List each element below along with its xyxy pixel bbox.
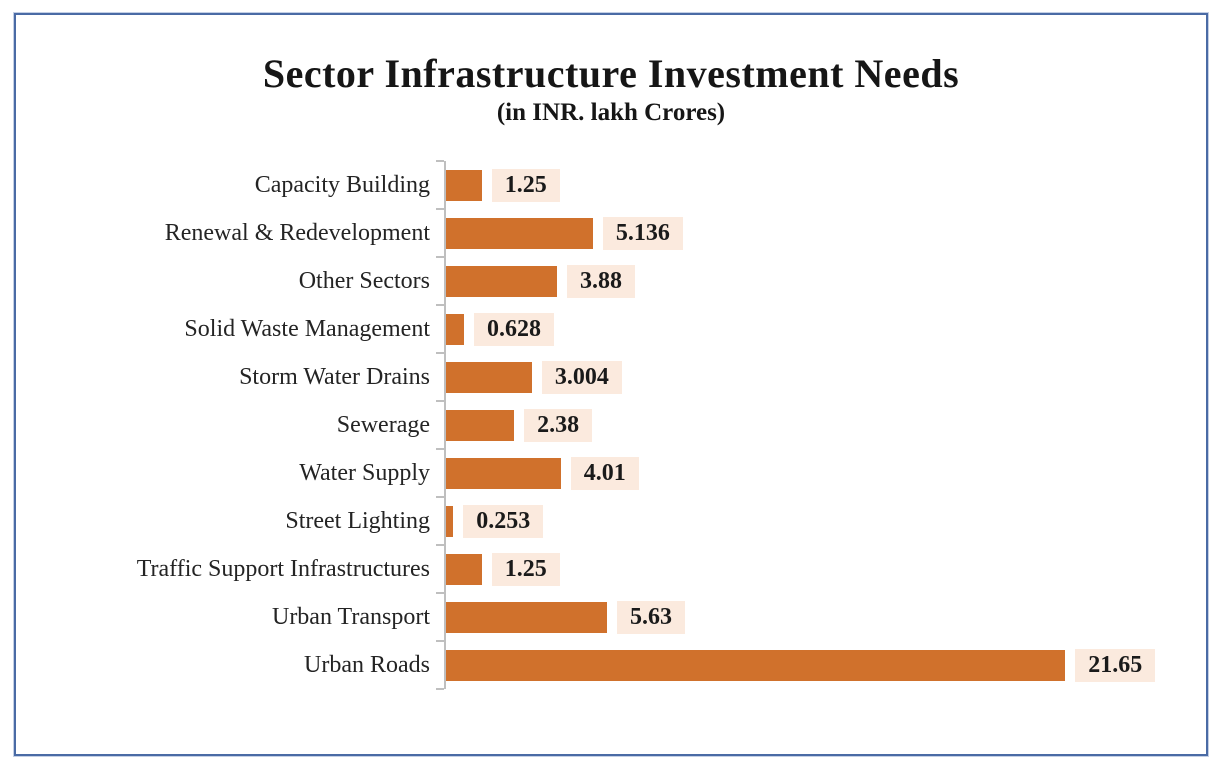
bar-row: Traffic Support Infrastructures 1.25 [32,544,1184,593]
bar-row: Sewerage 2.38 [32,400,1184,449]
plot-area: 1.25 [436,544,1184,593]
bar-row: Storm Water Drains 3.004 [32,352,1184,401]
bar-rows: Capacity Building 1.25 Renewal & Redevel… [16,160,1206,690]
bar [446,217,593,249]
bar [446,265,557,297]
chart-frame: Sector Infrastructure Investment Needs (… [14,13,1208,756]
value-label: 0.253 [463,504,544,538]
plot-area: 0.253 [436,496,1184,545]
plot-area: 4.01 [436,448,1184,497]
bar [446,361,532,393]
category-label: Sewerage [336,411,430,438]
category-label: Capacity Building [254,171,430,198]
title-block: Sector Infrastructure Investment Needs (… [16,53,1206,127]
bar-row: Solid Waste Management 0.628 [32,304,1184,353]
chart-subtitle: (in INR. lakh Crores) [496,99,726,126]
bar-row: Street Lighting 0.253 [32,496,1184,545]
value-label: 4.01 [570,456,639,490]
bar-row: Urban Roads 21.65 [32,640,1184,690]
bar-row: Urban Transport 5.63 [32,592,1184,641]
value-label: 0.628 [473,312,554,346]
value-label: 1.25 [491,168,560,202]
bar-row: Capacity Building 1.25 [32,160,1184,209]
category-label: Renewal & Redevelopment [164,219,430,246]
bar [446,601,608,633]
bar-row: Renewal & Redevelopment 5.136 [32,208,1184,257]
bar [446,457,561,489]
value-label: 5.63 [617,600,686,634]
category-label: Urban Transport [271,603,430,630]
bar [446,649,1066,681]
bar [446,553,482,585]
plot-area: 2.38 [436,400,1184,449]
bar [446,313,464,345]
plot-area: 3.004 [436,352,1184,401]
category-label: Other Sectors [298,267,430,294]
category-label: Water Supply [299,459,430,486]
value-label: 1.25 [491,552,560,586]
category-label: Storm Water Drains [239,363,430,390]
plot-area: 5.136 [436,208,1184,257]
value-label: 3.88 [566,264,635,298]
value-label: 5.136 [602,216,683,250]
category-label: Traffic Support Infrastructures [136,555,430,582]
chart-title: Sector Infrastructure Investment Needs [262,51,960,96]
category-label: Solid Waste Management [184,315,430,342]
bar [446,169,482,201]
value-label: 3.004 [541,360,622,394]
plot-area: 0.628 [436,304,1184,353]
bar [446,505,454,537]
value-label: 2.38 [524,408,593,442]
category-label: Street Lighting [285,507,430,534]
plot-area: 21.65 [436,640,1184,690]
bar [446,409,515,441]
category-label: Urban Roads [304,651,430,678]
plot-area: 1.25 [436,160,1184,209]
value-label: 21.65 [1075,648,1156,682]
bar-row: Water Supply 4.01 [32,448,1184,497]
plot-area: 3.88 [436,256,1184,305]
plot-area: 5.63 [436,592,1184,641]
bar-row: Other Sectors 3.88 [32,256,1184,305]
